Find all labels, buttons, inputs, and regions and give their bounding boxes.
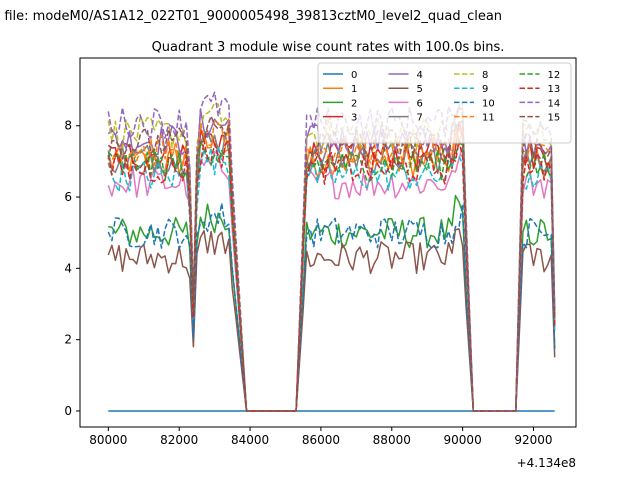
chart-title: Quadrant 3 module wise count rates with … [152, 40, 505, 55]
legend-label-6: 6 [417, 98, 423, 109]
y-tick-label: 2 [64, 333, 72, 347]
legend-label-8: 8 [482, 70, 488, 81]
y-axis: 0 2 4 6 8 [64, 119, 80, 418]
y-tick-label: 6 [64, 190, 72, 204]
x-tick-label: 88000 [373, 433, 411, 447]
x-tick-label: 82000 [160, 433, 198, 447]
x-offset-label: +4.134e8 [517, 456, 576, 470]
x-tick-label: 80000 [89, 433, 127, 447]
series-line-15 [107, 115, 556, 412]
legend-label-3: 3 [351, 113, 357, 124]
legend-label-11: 11 [482, 113, 495, 124]
x-tick-label: 90000 [444, 433, 482, 447]
figure-suptitle: n file: modeM0/AS1A12_022T01_9000005498_… [0, 9, 502, 24]
legend-label-10: 10 [482, 98, 495, 109]
legend-label-12: 12 [548, 70, 561, 81]
legend-label-15: 15 [548, 113, 561, 124]
x-tick-label: 86000 [302, 433, 340, 447]
series-line-13 [107, 139, 556, 412]
legend-label-9: 9 [482, 84, 488, 95]
x-axis: 80000 82000 84000 86000 88000 90000 92000 [89, 427, 553, 447]
axes-frame [79, 57, 577, 428]
legend-label-4: 4 [417, 70, 423, 81]
legend-label-13: 13 [548, 84, 561, 95]
legend-label-5: 5 [417, 84, 423, 95]
y-tick-label: 0 [64, 404, 72, 418]
legend-label-2: 2 [351, 98, 357, 109]
y-tick-label: 8 [64, 119, 72, 133]
y-tick-label: 4 [64, 261, 72, 275]
legend-label-0: 0 [351, 70, 357, 81]
legend-label-7: 7 [417, 113, 423, 124]
legend-box [317, 62, 572, 144]
x-tick-label: 92000 [514, 433, 552, 447]
legend-label-14: 14 [548, 98, 561, 109]
legend-label-1: 1 [351, 84, 357, 95]
x-tick-label: 84000 [231, 433, 269, 447]
